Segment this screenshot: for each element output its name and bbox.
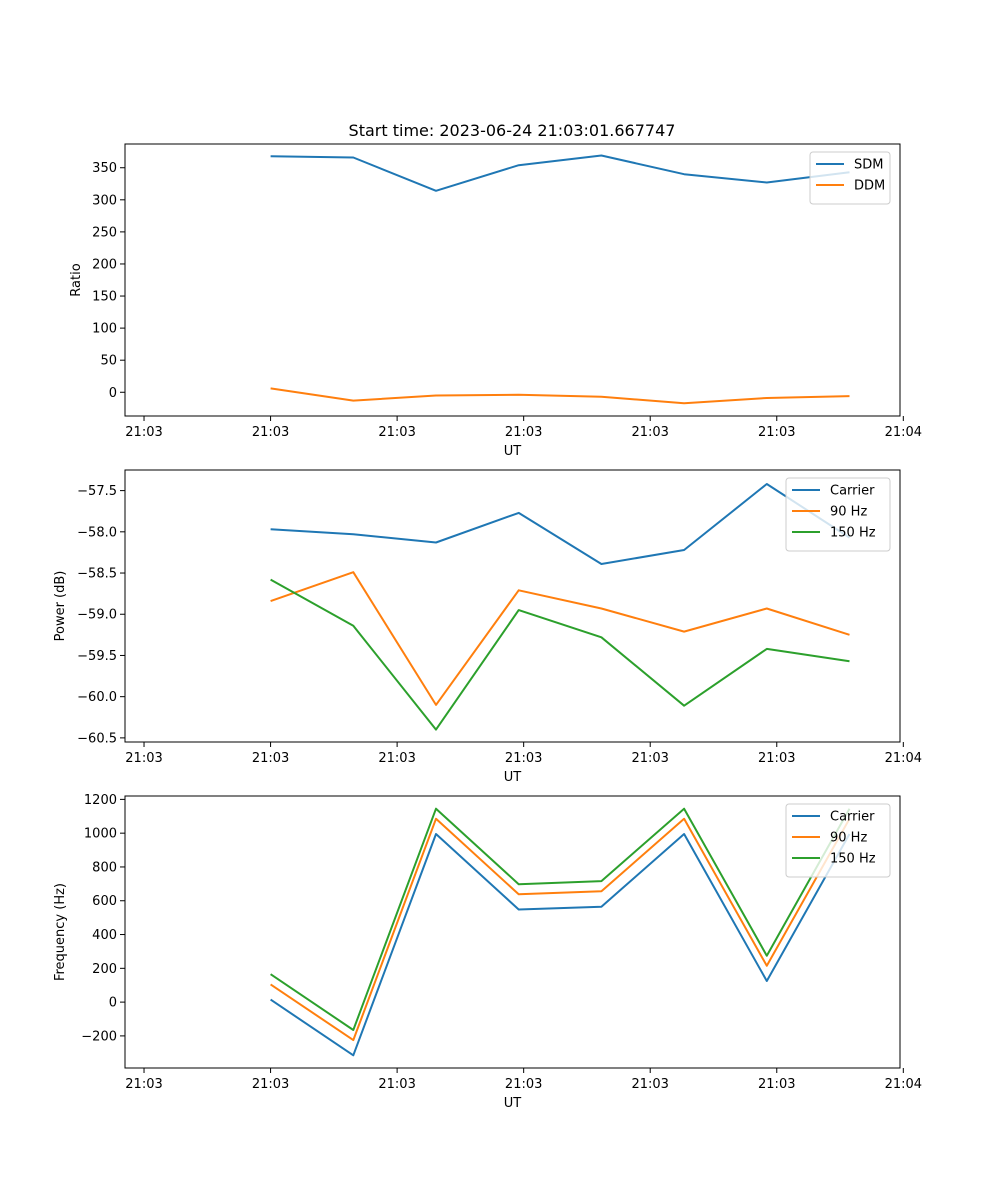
frequency-legend: Carrier 90 Hz 150 Hz [785, 803, 891, 878]
ratio-x-tick-label: 21:03 [125, 425, 162, 440]
frequency-series-carrier-line [270, 833, 851, 1057]
frequency-y-tick-label: 1200 [84, 793, 117, 808]
power-x-tick-label: 21:03 [631, 751, 668, 766]
frequency-series-90-hz-line [270, 817, 851, 1042]
frequency-legend-entry: Carrier [830, 810, 875, 825]
frequency-y-tick-label: 600 [92, 894, 117, 909]
frequency-x-tick-label: 21:03 [758, 1077, 795, 1092]
frequency-y-axis-label: Frequency (Hz) [53, 883, 68, 981]
power-series-90-hz-line [270, 571, 850, 706]
ratio-y-tick-label: 50 [100, 354, 117, 369]
ratio-y-tick-label: 150 [92, 290, 117, 305]
ratio-x-axis-label: UT [504, 444, 522, 459]
ratio-y-tick-label: 250 [92, 225, 117, 240]
frequency-y-tick-label: 1000 [84, 827, 117, 842]
frequency-legend-entry: 90 Hz [830, 831, 867, 846]
power-x-axis-label: UT [504, 770, 522, 785]
frequency-x-tick-label: 21:03 [378, 1077, 415, 1092]
frequency-y-tick-label: 200 [92, 962, 117, 977]
power-axes-frame [124, 469, 901, 743]
ratio-panel: 21:03 21:03 21:03 21:03 21:03 21:03 21:04 0 50 10… [69, 143, 922, 459]
ratio-axes-frame [124, 143, 901, 417]
frequency-y-tick-label: 400 [92, 928, 117, 943]
frequency-x-tick-label: 21:03 [631, 1077, 668, 1092]
frequency-y-tick-label: 800 [92, 860, 117, 875]
power-y-tick-label: −57.5 [77, 484, 117, 499]
ratio-y-tick-label: 100 [92, 322, 117, 337]
ratio-x-tick-label: 21:03 [252, 425, 289, 440]
ratio-y-axis-label: Ratio [69, 263, 84, 296]
power-y-tick-label: −58.5 [77, 567, 117, 582]
frequency-panel: 21:03 21:03 21:03 21:03 21:03 21:03 21:04 −200 0… [53, 793, 922, 1111]
ratio-x-tick-label: 21:04 [885, 425, 922, 440]
ratio-legend-entry: DDM [854, 179, 885, 194]
ratio-x-tick-label: 21:03 [631, 425, 668, 440]
frequency-legend-entry: 150 Hz [830, 852, 876, 867]
ratio-series-sdm-line [270, 154, 850, 192]
frequency-x-tick-label: 21:03 [125, 1077, 162, 1092]
power-legend-entry: 90 Hz [830, 505, 867, 520]
power-y-tick-label: −60.0 [77, 690, 117, 705]
power-y-axis-label: Power (dB) [53, 571, 68, 642]
frequency-series-150-hz-line [270, 807, 851, 1031]
ratio-y-tick-label: 350 [92, 161, 117, 176]
ratio-y-tick-label: 0 [109, 386, 117, 401]
frequency-x-tick-label: 21:04 [885, 1077, 922, 1092]
ratio-y-tick-label: 300 [92, 193, 117, 208]
ratio-y-tick-label: 200 [92, 257, 117, 272]
power-panel: 21:03 21:03 21:03 21:03 21:03 21:03 21:04 −60.5… [53, 469, 922, 785]
power-legend: Carrier 90 Hz 150 Hz [785, 477, 891, 552]
power-x-tick-label: 21:03 [758, 751, 795, 766]
frequency-x-tick-label: 21:03 [252, 1077, 289, 1092]
frequency-y-tick-label: −200 [81, 1029, 117, 1044]
power-y-tick-label: −60.5 [77, 731, 117, 746]
power-series-carrier-line [270, 483, 851, 565]
ratio-legend: SDM DDM [809, 151, 891, 205]
power-legend-entry: Carrier [830, 484, 875, 499]
power-x-tick-label: 21:03 [378, 751, 415, 766]
frequency-x-tick-label: 21:03 [505, 1077, 542, 1092]
power-x-tick-label: 21:03 [505, 751, 542, 766]
power-y-tick-label: −58.0 [77, 525, 117, 540]
power-y-tick-label: −59.0 [77, 608, 117, 623]
ratio-x-tick-label: 21:03 [505, 425, 542, 440]
power-x-tick-label: 21:04 [885, 751, 922, 766]
ratio-x-tick-label: 21:03 [378, 425, 415, 440]
power-x-tick-label: 21:03 [252, 751, 289, 766]
frequency-x-axis-label: UT [504, 1096, 522, 1111]
power-series-150-hz-line [270, 578, 850, 731]
frequency-axes-frame [124, 795, 901, 1069]
frequency-y-tick-label: 0 [109, 996, 117, 1011]
power-x-tick-label: 21:03 [125, 751, 162, 766]
power-y-tick-label: −59.5 [77, 649, 117, 664]
ratio-x-tick-label: 21:03 [758, 425, 795, 440]
ratio-legend-entry: SDM [854, 158, 883, 173]
power-legend-entry: 150 Hz [830, 526, 876, 541]
ratio-series-ddm-line [270, 387, 850, 405]
chart-title: Start time: 2023-06-24 21:03:01.667747 [349, 121, 676, 140]
